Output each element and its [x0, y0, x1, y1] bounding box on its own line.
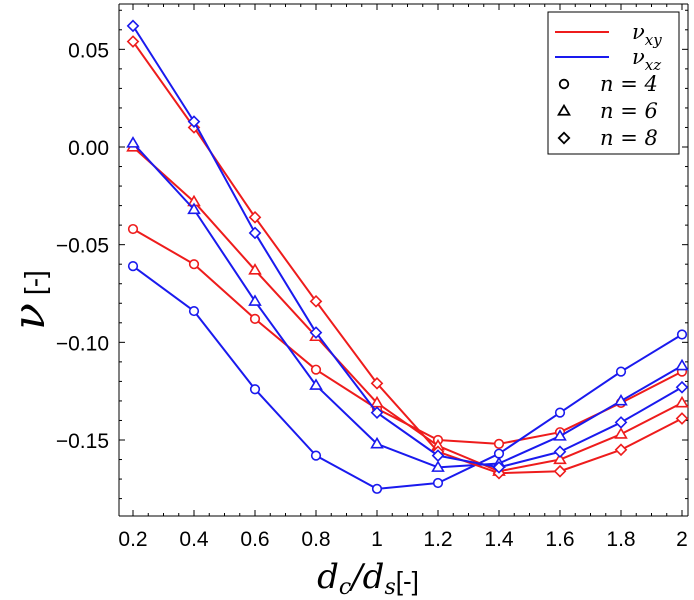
- data-point-triangle: [370, 436, 384, 449]
- legend-box: [547, 11, 680, 155]
- data-point-circle: [554, 407, 566, 418]
- legend-entry-label: νxz: [632, 45, 661, 74]
- x-tick-label: 1.4: [484, 528, 514, 551]
- data-point-triangle: [614, 393, 628, 406]
- data-point-diamond: [248, 210, 262, 224]
- legend-entry-label: n = 6: [600, 99, 658, 123]
- y-tick-label: −0.10: [56, 332, 109, 355]
- data-point-triangle: [553, 429, 567, 441]
- data-point-triangle: [248, 294, 262, 306]
- legend-entry-label: n = 4: [600, 72, 658, 96]
- legend-marker-circle: [558, 78, 570, 90]
- legend-entry-label: n = 8: [600, 126, 658, 150]
- data-point-diamond: [614, 416, 628, 429]
- data-point-circle: [493, 438, 505, 450]
- x-tick-label: 0.2: [118, 528, 147, 551]
- data-point-diamond: [187, 115, 201, 128]
- y-tick-label: −0.05: [56, 235, 109, 258]
- y-tick-label: −0.15: [56, 430, 109, 453]
- series-2: [127, 261, 688, 494]
- series-3: [126, 140, 689, 476]
- data-point-diamond: [309, 294, 323, 308]
- x-tick-label: 1.8: [606, 528, 635, 551]
- data-point-triangle: [187, 202, 201, 215]
- series-line: [132, 40, 683, 475]
- data-point-diamond: [553, 445, 567, 459]
- data-point-circle: [310, 450, 322, 461]
- data-point-circle: [188, 259, 200, 270]
- series-line: [132, 265, 683, 490]
- data-point-circle: [676, 329, 688, 340]
- data-point-triangle: [431, 460, 445, 472]
- series-1: [127, 223, 688, 450]
- data-point-circle: [310, 364, 322, 375]
- series-line: [132, 228, 683, 445]
- y-tick-label: 0.00: [68, 137, 109, 160]
- data-point-diamond: [614, 443, 628, 457]
- data-point-diamond: [675, 380, 689, 394]
- data-point-triangle: [126, 136, 140, 148]
- x-tick-label: 2: [676, 528, 688, 551]
- legend-entry-label: νxy: [632, 20, 662, 49]
- data-point-triangle: [614, 427, 628, 439]
- data-point-diamond: [126, 35, 140, 48]
- data-point-circle: [615, 366, 627, 377]
- data-point-diamond: [248, 226, 262, 240]
- data-point-diamond: [309, 326, 323, 339]
- x-tick-label: 1.2: [423, 528, 452, 551]
- y-axis-label: ν[-]: [4, 270, 55, 330]
- data-point-diamond: [675, 412, 689, 425]
- data-point-triangle: [248, 263, 262, 275]
- series-6: [126, 19, 689, 474]
- data-point-triangle: [675, 358, 689, 371]
- data-point-diamond: [370, 406, 384, 419]
- data-point-circle: [127, 261, 139, 272]
- data-point-triangle: [553, 452, 567, 465]
- data-point-diamond: [431, 449, 445, 462]
- data-point-circle: [249, 384, 261, 395]
- x-tick-label: 0.6: [240, 528, 269, 551]
- y-tick-label: 0.05: [68, 39, 109, 62]
- x-axis-label: dc/ds[-]: [317, 557, 419, 600]
- data-point-circle: [249, 313, 261, 324]
- data-point-diamond: [553, 464, 567, 478]
- x-tick-label: 1.6: [545, 528, 574, 551]
- legend-marker-diamond: [557, 131, 571, 145]
- data-point-circle: [127, 223, 139, 235]
- data-point-triangle: [675, 395, 689, 408]
- data-point-circle: [371, 483, 383, 494]
- series-4: [126, 136, 689, 472]
- data-point-diamond: [370, 377, 384, 390]
- series-line: [132, 25, 683, 469]
- x-tick-label: 0.4: [179, 528, 209, 551]
- x-tick-label: 0.8: [301, 528, 330, 551]
- data-point-diamond: [126, 19, 140, 33]
- data-point-diamond: [492, 461, 506, 474]
- series-line: [132, 146, 683, 473]
- data-point-triangle: [309, 378, 323, 390]
- data-point-circle: [188, 305, 200, 317]
- x-tick-label: 1: [371, 528, 383, 551]
- legend-marker-triangle: [557, 103, 571, 116]
- data-point-circle: [432, 477, 444, 489]
- series-line: [132, 142, 683, 469]
